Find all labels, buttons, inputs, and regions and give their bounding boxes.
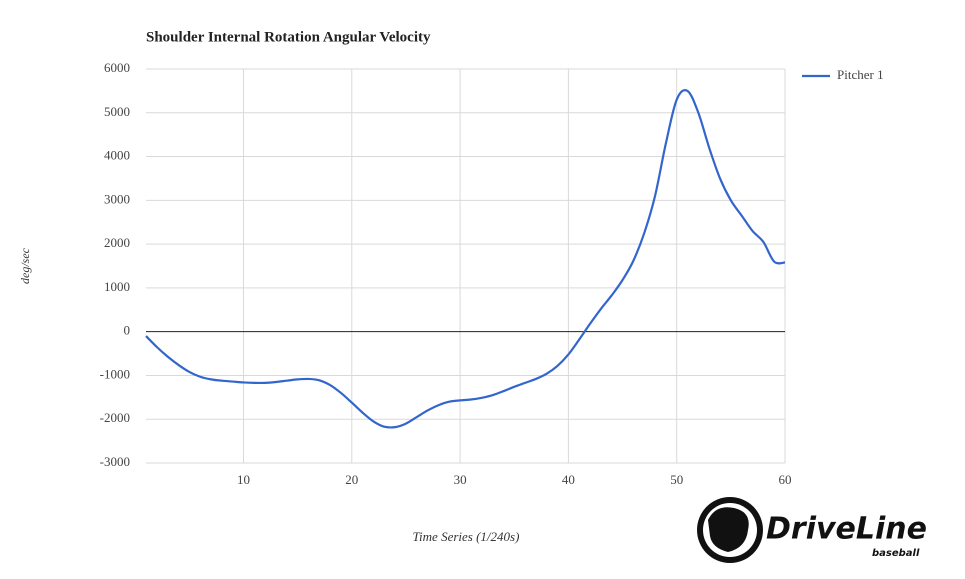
logo: DriveLine baseball — [697, 497, 927, 563]
x-tick-label: 30 — [454, 472, 467, 487]
x-tick-label: 60 — [779, 472, 792, 487]
legend-label: Pitcher 1 — [837, 67, 884, 82]
y-tick-label: 4000 — [104, 148, 130, 163]
x-tick-label: 10 — [237, 472, 250, 487]
y-tick-label: -1000 — [100, 366, 130, 381]
logo-icon — [708, 507, 749, 552]
y-tick-label: 5000 — [104, 104, 130, 119]
y-tick-label: 3000 — [104, 191, 130, 206]
x-tick-label: 20 — [345, 472, 358, 487]
x-axis-label: Time Series (1/240s) — [413, 529, 520, 544]
y-axis-label: deg/sec — [18, 247, 32, 284]
y-tick-label: 2000 — [104, 235, 130, 250]
y-tick-label: 1000 — [104, 279, 130, 294]
y-tick-label: -3000 — [100, 454, 130, 469]
logo-tagline: baseball — [872, 548, 920, 559]
y-tick-label: -2000 — [100, 410, 130, 425]
x-tick-label: 40 — [562, 472, 575, 487]
y-tick-label: 6000 — [104, 60, 130, 75]
x-tick-label: 50 — [670, 472, 683, 487]
logo-brand: DriveLine — [766, 512, 927, 547]
y-tick-label: 0 — [124, 323, 131, 338]
series-line — [145, 89, 786, 429]
chart-title: Shoulder Internal Rotation Angular Veloc… — [146, 29, 431, 45]
